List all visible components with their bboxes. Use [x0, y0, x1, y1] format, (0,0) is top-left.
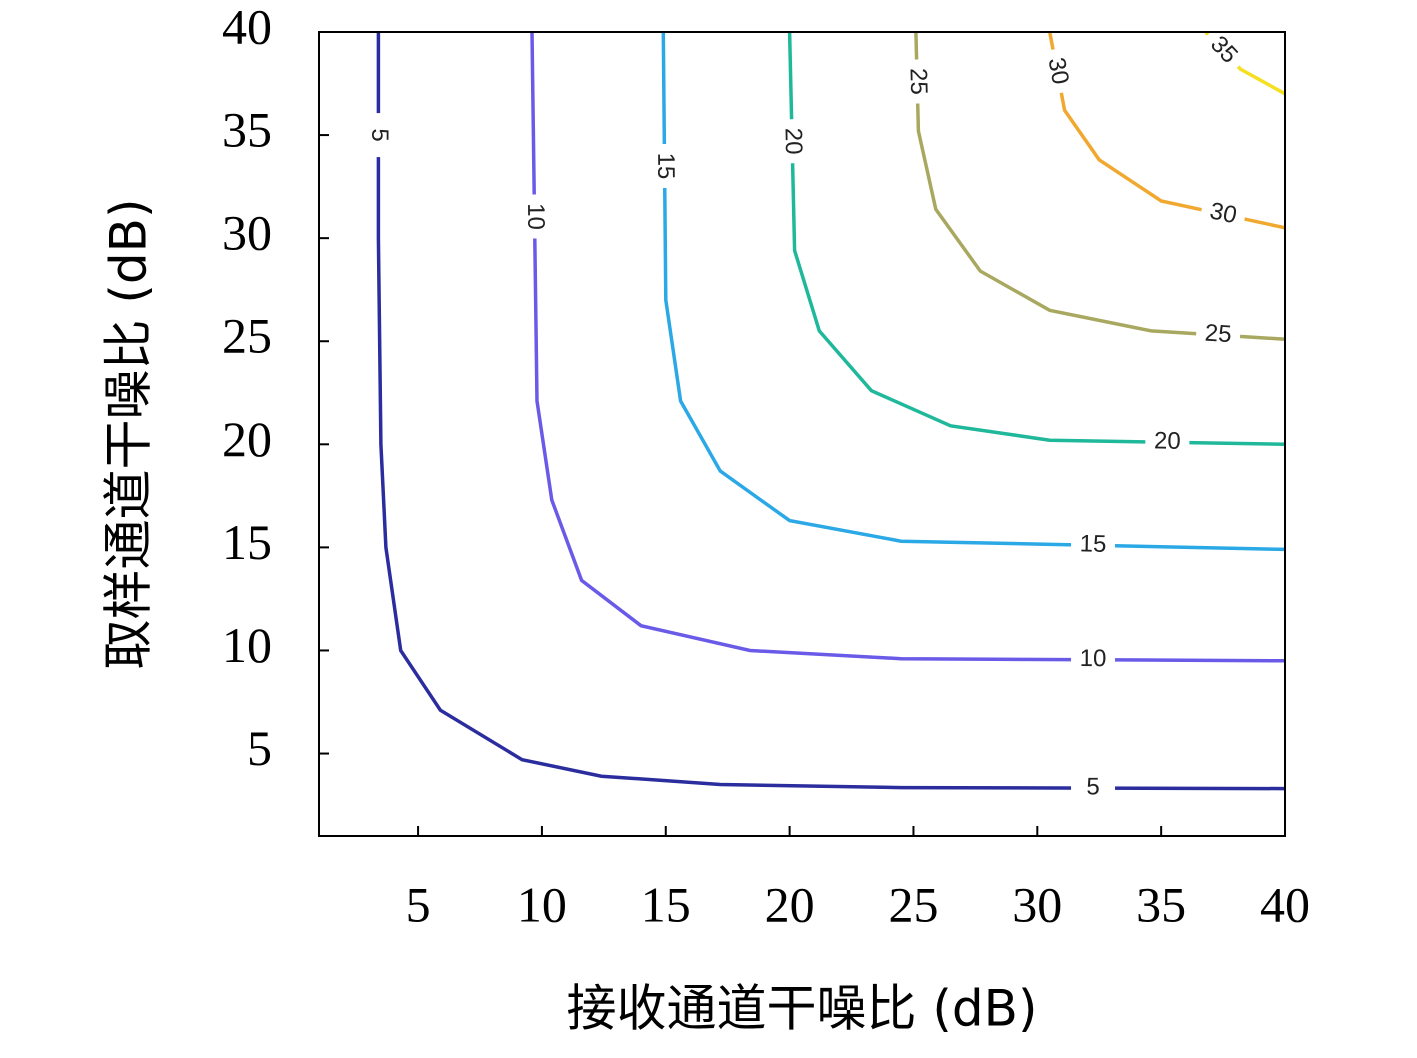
- y-axis-label: 取样通道干噪比 (dB): [100, 199, 158, 670]
- contour-label: 5: [366, 128, 393, 141]
- x-tick-label: 40: [1260, 876, 1310, 932]
- contour-line: [530, 31, 1286, 663]
- contour-label-bg: [1195, 318, 1242, 352]
- y-tick-label: 35: [222, 102, 272, 158]
- contour-label-bg: [363, 113, 394, 158]
- x-tick-label: 15: [641, 876, 691, 932]
- contour-label: 15: [1079, 530, 1106, 558]
- contour-label: 20: [779, 128, 807, 155]
- y-tick-label: 15: [222, 514, 272, 570]
- x-tick-label: 10: [517, 876, 567, 932]
- contour-label: 25: [905, 68, 933, 95]
- x-tick-label: 25: [888, 876, 938, 932]
- y-tick-label: 20: [222, 411, 272, 467]
- contour-label: 30: [1207, 197, 1239, 229]
- contour-label: 15: [652, 153, 679, 180]
- contour-label-bg: [1070, 529, 1116, 561]
- contour-line: [661, 31, 1286, 552]
- contour-label-bg: [519, 194, 550, 239]
- contour-label-bg: [776, 118, 808, 164]
- y-tick-label: 5: [247, 720, 272, 776]
- contour-label: 5: [1086, 773, 1099, 800]
- y-tick-label: 40: [222, 0, 272, 54]
- contour-label-bg: [1038, 46, 1076, 96]
- contour-label-bg: [649, 143, 680, 189]
- contour-line: [1047, 31, 1286, 230]
- x-tick-label: 35: [1136, 876, 1186, 932]
- y-tick-label: 10: [222, 617, 272, 673]
- contour-label-bg: [1198, 195, 1248, 234]
- contour-line: [376, 32, 1286, 791]
- contour-label: 20: [1154, 427, 1181, 454]
- contour-label-bg: [1070, 773, 1116, 804]
- contour-label-bg: [1070, 644, 1116, 675]
- y-tick-label: 30: [222, 205, 272, 261]
- contour-label: 30: [1043, 55, 1075, 86]
- plot-frame: [318, 31, 1286, 837]
- contour-line: [914, 31, 1286, 341]
- contour-label-bg: [901, 59, 933, 104]
- contour-line: [787, 31, 1286, 447]
- x-tick-label: 5: [406, 876, 431, 932]
- contour-label-bg: [1197, 24, 1250, 77]
- contour-label: 10: [522, 203, 549, 230]
- contour-label: 25: [1204, 320, 1232, 349]
- contour-label: 10: [1080, 645, 1107, 672]
- x-tick-label: 30: [1012, 876, 1062, 932]
- y-tick-label: 25: [222, 308, 272, 364]
- contour-label-bg: [1145, 426, 1190, 458]
- x-axis-label: 接收通道干噪比 (dB): [567, 980, 1038, 1038]
- x-tick-label: 20: [765, 876, 815, 932]
